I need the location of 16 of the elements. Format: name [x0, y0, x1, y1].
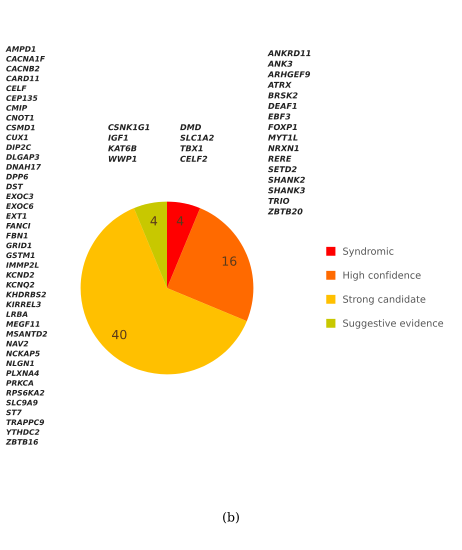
legend-label: High confidence [343, 271, 421, 281]
text: ANKRD11 ANK3 ARHGEF9 ATRX BRSK2 DEAF1 EBF3 FOXP1 MYT1L NRXN1 RERE SETD2 SHANK2 SHANK3 TRIO ZBTB20 [267, 50, 310, 214]
legend-label: Syndromic [343, 247, 394, 257]
text: CSNK1G1 IGF1 KAT6B WWP1 [108, 124, 150, 162]
data-label: 40 [112, 330, 126, 340]
legend-label: Strong candidate [343, 295, 426, 305]
pie-slice [167, 202, 200, 288]
pie-slice [80, 208, 247, 374]
pie-slice [167, 208, 254, 322]
legend-label: Suggestive evidence [343, 319, 444, 329]
data-label: 4 [150, 216, 158, 226]
pie-slice [134, 202, 167, 288]
text: (b) [223, 512, 239, 524]
data-label: 16 [222, 256, 236, 266]
data-label: 4 [176, 216, 184, 226]
text: DMD SLC1A2 TBX1 CELF2 [180, 124, 214, 162]
